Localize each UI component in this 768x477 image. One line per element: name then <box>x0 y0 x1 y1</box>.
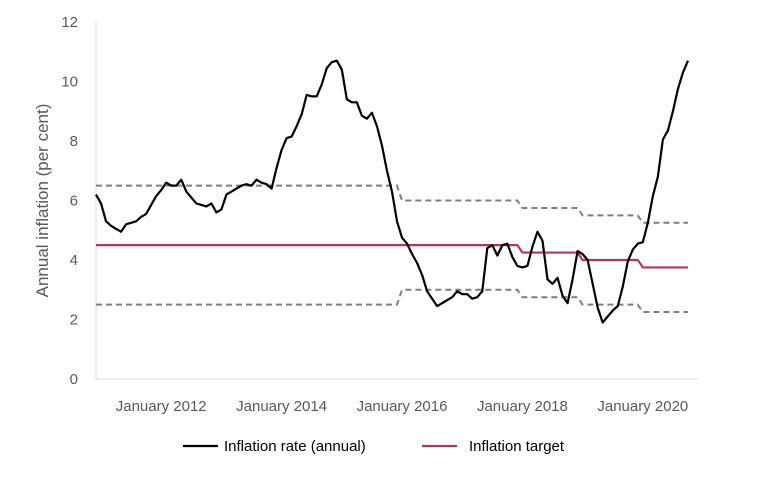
plot-area <box>95 59 689 324</box>
tolerance-band-line <box>96 288 688 314</box>
legend-label: Inflation target <box>469 438 565 455</box>
x-tick-labels: January 2012 January 2014 January 2016 Janu… <box>116 398 689 415</box>
y-tick-label: 0 <box>70 371 78 388</box>
x-tick-label: January 2020 <box>597 398 688 415</box>
y-tick-label: 8 <box>70 133 78 150</box>
x-tick-label: January 2014 <box>236 398 327 415</box>
inflation-rate-line <box>95 59 689 324</box>
y-tick-label: 12 <box>61 14 78 31</box>
tolerance-band-line <box>96 184 688 224</box>
legend-label: Inflation rate (annual) <box>224 438 366 455</box>
x-tick-label: January 2018 <box>477 398 568 415</box>
x-axis: January 2012 January 2014 January 2016 Janu… <box>96 378 698 415</box>
y-tick-label: 10 <box>61 74 78 91</box>
y-tick-label: 4 <box>70 252 78 269</box>
y-tick-label: 2 <box>70 312 78 329</box>
y-axis: 0 2 4 6 8 10 12 Annual inflation (per cent) <box>33 14 97 388</box>
y-tick-label: 6 <box>70 193 78 210</box>
y-tick-labels: 0 2 4 6 8 10 12 <box>61 14 78 388</box>
x-tick-label: January 2012 <box>116 398 207 415</box>
legend: Inflation rate (annual) Inflation target <box>183 438 565 455</box>
inflation-target-line <box>96 244 688 269</box>
y-axis-title: Annual inflation (per cent) <box>33 104 52 298</box>
x-tick-label: January 2016 <box>357 398 448 415</box>
